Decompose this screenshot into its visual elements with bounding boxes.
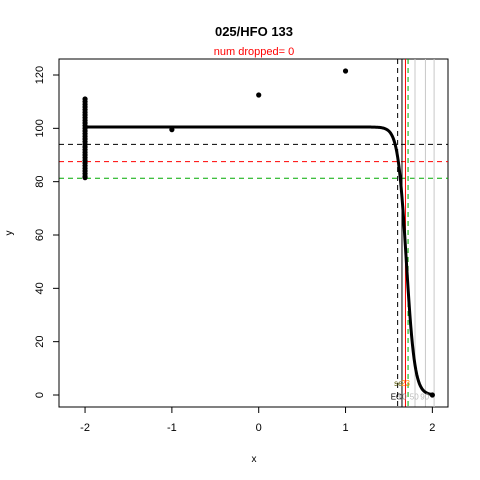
y-axis: 0 20 40 60 80 100 120: [34, 66, 60, 398]
x-tick-label: 0: [256, 422, 262, 434]
annotation-label: 23: [401, 379, 410, 388]
chart-title: 025/HFO 133: [215, 24, 293, 39]
y-tick-label: 60: [34, 229, 46, 241]
x-tick-label: -2: [80, 422, 90, 434]
annotation-label: 50: [410, 392, 419, 401]
y-axis-label: y: [4, 231, 15, 236]
data-point: [82, 175, 88, 181]
threshold-lines: [59, 143, 448, 179]
y-tick-label: 120: [34, 66, 46, 84]
fit-curve: [85, 125, 433, 396]
data-point: [169, 127, 175, 133]
annotation-label: se: [394, 379, 403, 388]
y-tick-label: 20: [34, 336, 46, 348]
plot-frame: [58, 58, 449, 408]
y-tick-label: 40: [34, 282, 46, 294]
data-point: [429, 392, 435, 398]
x-tick-label: 2: [429, 422, 435, 434]
annotation-label: 10: [398, 392, 407, 401]
x-tick-label: 1: [342, 422, 348, 434]
x-axis-label: x: [252, 454, 257, 465]
annotation-label: EC: [391, 392, 402, 401]
data-points: [82, 68, 435, 398]
y-tick-label: 100: [34, 119, 46, 137]
chart-subtitle: num dropped= 0: [214, 46, 294, 58]
fit-curve-line: [85, 125, 433, 396]
x-axis: -2 -1 0 1 2: [80, 406, 435, 434]
data-point: [342, 68, 349, 74]
y-tick-label: 80: [34, 176, 46, 188]
y-tick-label: 0: [34, 392, 46, 398]
x-tick-label: -1: [167, 422, 177, 434]
data-point: [256, 92, 262, 98]
annotation-label: 90: [420, 392, 429, 401]
